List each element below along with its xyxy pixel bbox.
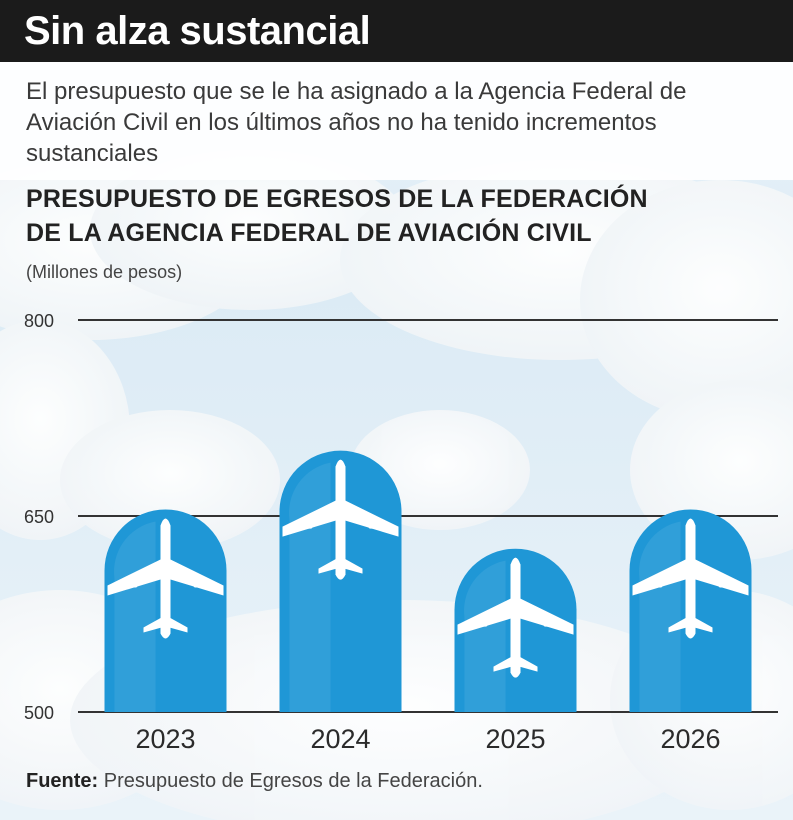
airplane-icon [282,459,399,580]
x-tick-label-2026: 2026 [660,724,720,754]
title-banner: Sin alza sustancial [0,0,793,62]
chart-title: PRESUPUESTO DE EGRESOS DE LA FEDERACIÓN … [26,182,766,250]
bar-2023 [104,509,227,712]
x-tick-label-2024: 2024 [310,724,370,754]
bar-2025 [454,548,577,712]
airplane-icon [632,518,749,639]
y-tick-label-800: 800 [24,311,54,331]
airplane-icon [457,557,574,678]
units-label: (Millones de pesos) [26,262,183,282]
x-tick-label-2025: 2025 [485,724,545,754]
intro-text: El presupuesto que se le ha asignado a l… [26,78,687,167]
source-text: Presupuesto de Egresos de la Federación. [103,770,483,792]
bar-2024 [279,450,402,712]
page-title: Sin alza sustancial [24,9,371,53]
chart-title-line-2: DE LA AGENCIA FEDERAL DE AVIACIÓN CIVIL [26,219,592,247]
bar-2026 [629,509,752,712]
chart-title-line-1: PRESUPUESTO DE EGRESOS DE LA FEDERACIÓN [26,185,648,213]
x-tick-label-2023: 2023 [135,724,195,754]
source-note: Fuente: Presupuesto de Egresos de la Fed… [26,770,483,793]
airplane-icon [107,518,224,639]
y-tick-label-650: 650 [24,507,54,527]
source-label: Fuente: [26,770,99,792]
y-tick-label-500: 500 [24,703,54,723]
